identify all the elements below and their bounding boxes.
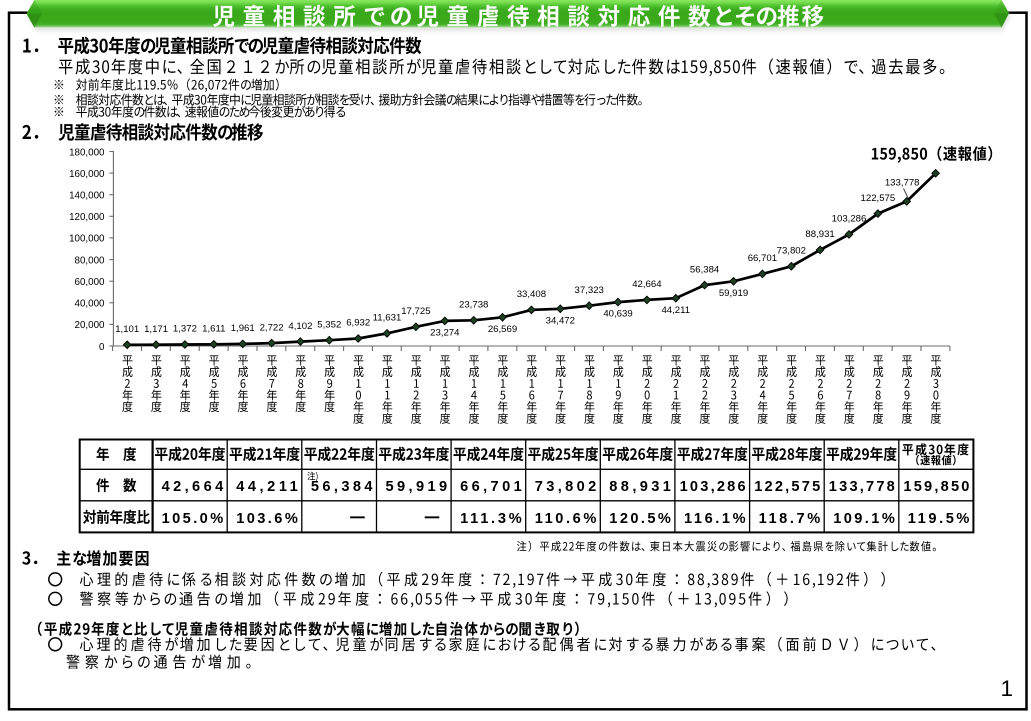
svg-text:5,352: 5,352 <box>317 319 341 330</box>
svg-text:0: 0 <box>99 342 105 353</box>
svg-text:73,802: 73,802 <box>777 246 806 257</box>
svg-text:23,738: 23,738 <box>459 300 488 311</box>
svg-text:11,631: 11,631 <box>373 313 402 324</box>
svg-text:17,725: 17,725 <box>401 306 430 317</box>
svg-text:133,778: 133,778 <box>829 479 895 495</box>
svg-text:59,919: 59,919 <box>386 479 448 495</box>
svg-text:118.7%: 118.7% <box>759 511 821 527</box>
svg-text:159,850: 159,850 <box>903 479 969 495</box>
svg-text:119.5%: 119.5% <box>908 511 970 527</box>
svg-text:20,000: 20,000 <box>75 320 106 331</box>
svg-text:80,000: 80,000 <box>75 255 106 266</box>
svg-text:26,569: 26,569 <box>488 324 517 335</box>
svg-text:73,802: 73,802 <box>535 479 597 495</box>
svg-text:111.3%: 111.3% <box>460 511 522 527</box>
svg-text:1,611: 1,611 <box>202 324 225 335</box>
svg-text:116.1%: 116.1% <box>684 511 746 527</box>
svg-text:37,323: 37,323 <box>575 285 604 296</box>
svg-text:109.1%: 109.1% <box>833 511 895 527</box>
svg-text:140,000: 140,000 <box>69 191 105 202</box>
svg-text:120,000: 120,000 <box>69 212 105 223</box>
svg-text:4,102: 4,102 <box>288 321 312 332</box>
svg-text:122,575: 122,575 <box>861 193 896 204</box>
svg-text:6,932: 6,932 <box>346 318 370 329</box>
svg-text:1: 1 <box>1000 676 1013 701</box>
svg-text:160,000: 160,000 <box>69 169 105 180</box>
svg-text:100,000: 100,000 <box>69 234 105 245</box>
svg-text:120.5%: 120.5% <box>609 511 671 527</box>
svg-text:56,384: 56,384 <box>690 264 720 275</box>
svg-text:40,639: 40,639 <box>603 309 632 320</box>
svg-text:42,664: 42,664 <box>162 479 224 495</box>
svg-text:1,961: 1,961 <box>231 323 255 334</box>
svg-text:105.0%: 105.0% <box>162 511 224 527</box>
svg-text:88,931: 88,931 <box>609 479 671 495</box>
svg-text:40,000: 40,000 <box>75 299 106 310</box>
svg-text:66,701: 66,701 <box>748 253 777 264</box>
svg-text:44,211: 44,211 <box>236 479 298 495</box>
svg-text:133,778: 133,778 <box>885 178 920 189</box>
svg-text:122,575: 122,575 <box>754 479 820 495</box>
svg-text:42,664: 42,664 <box>632 279 662 290</box>
svg-text:66,701: 66,701 <box>460 479 522 495</box>
svg-text:59,919: 59,919 <box>719 288 748 299</box>
svg-text:180,000: 180,000 <box>69 147 105 158</box>
svg-text:1,101: 1,101 <box>115 324 139 335</box>
svg-text:23,274: 23,274 <box>430 328 460 339</box>
svg-text:56,384: 56,384 <box>311 479 373 495</box>
svg-text:103,286: 103,286 <box>832 214 867 225</box>
svg-text:44,211: 44,211 <box>661 305 690 316</box>
svg-text:60,000: 60,000 <box>75 277 106 288</box>
svg-text:1,171: 1,171 <box>144 324 168 335</box>
svg-text:103.6%: 103.6% <box>236 511 298 527</box>
svg-text:88,931: 88,931 <box>805 229 834 240</box>
svg-text:110.6%: 110.6% <box>535 511 597 527</box>
svg-text:33,408: 33,408 <box>517 289 546 300</box>
svg-text:103,286: 103,286 <box>680 479 746 495</box>
svg-text:2,722: 2,722 <box>260 322 284 333</box>
svg-text:1,372: 1,372 <box>173 324 197 335</box>
svg-text:34,472: 34,472 <box>546 315 575 326</box>
